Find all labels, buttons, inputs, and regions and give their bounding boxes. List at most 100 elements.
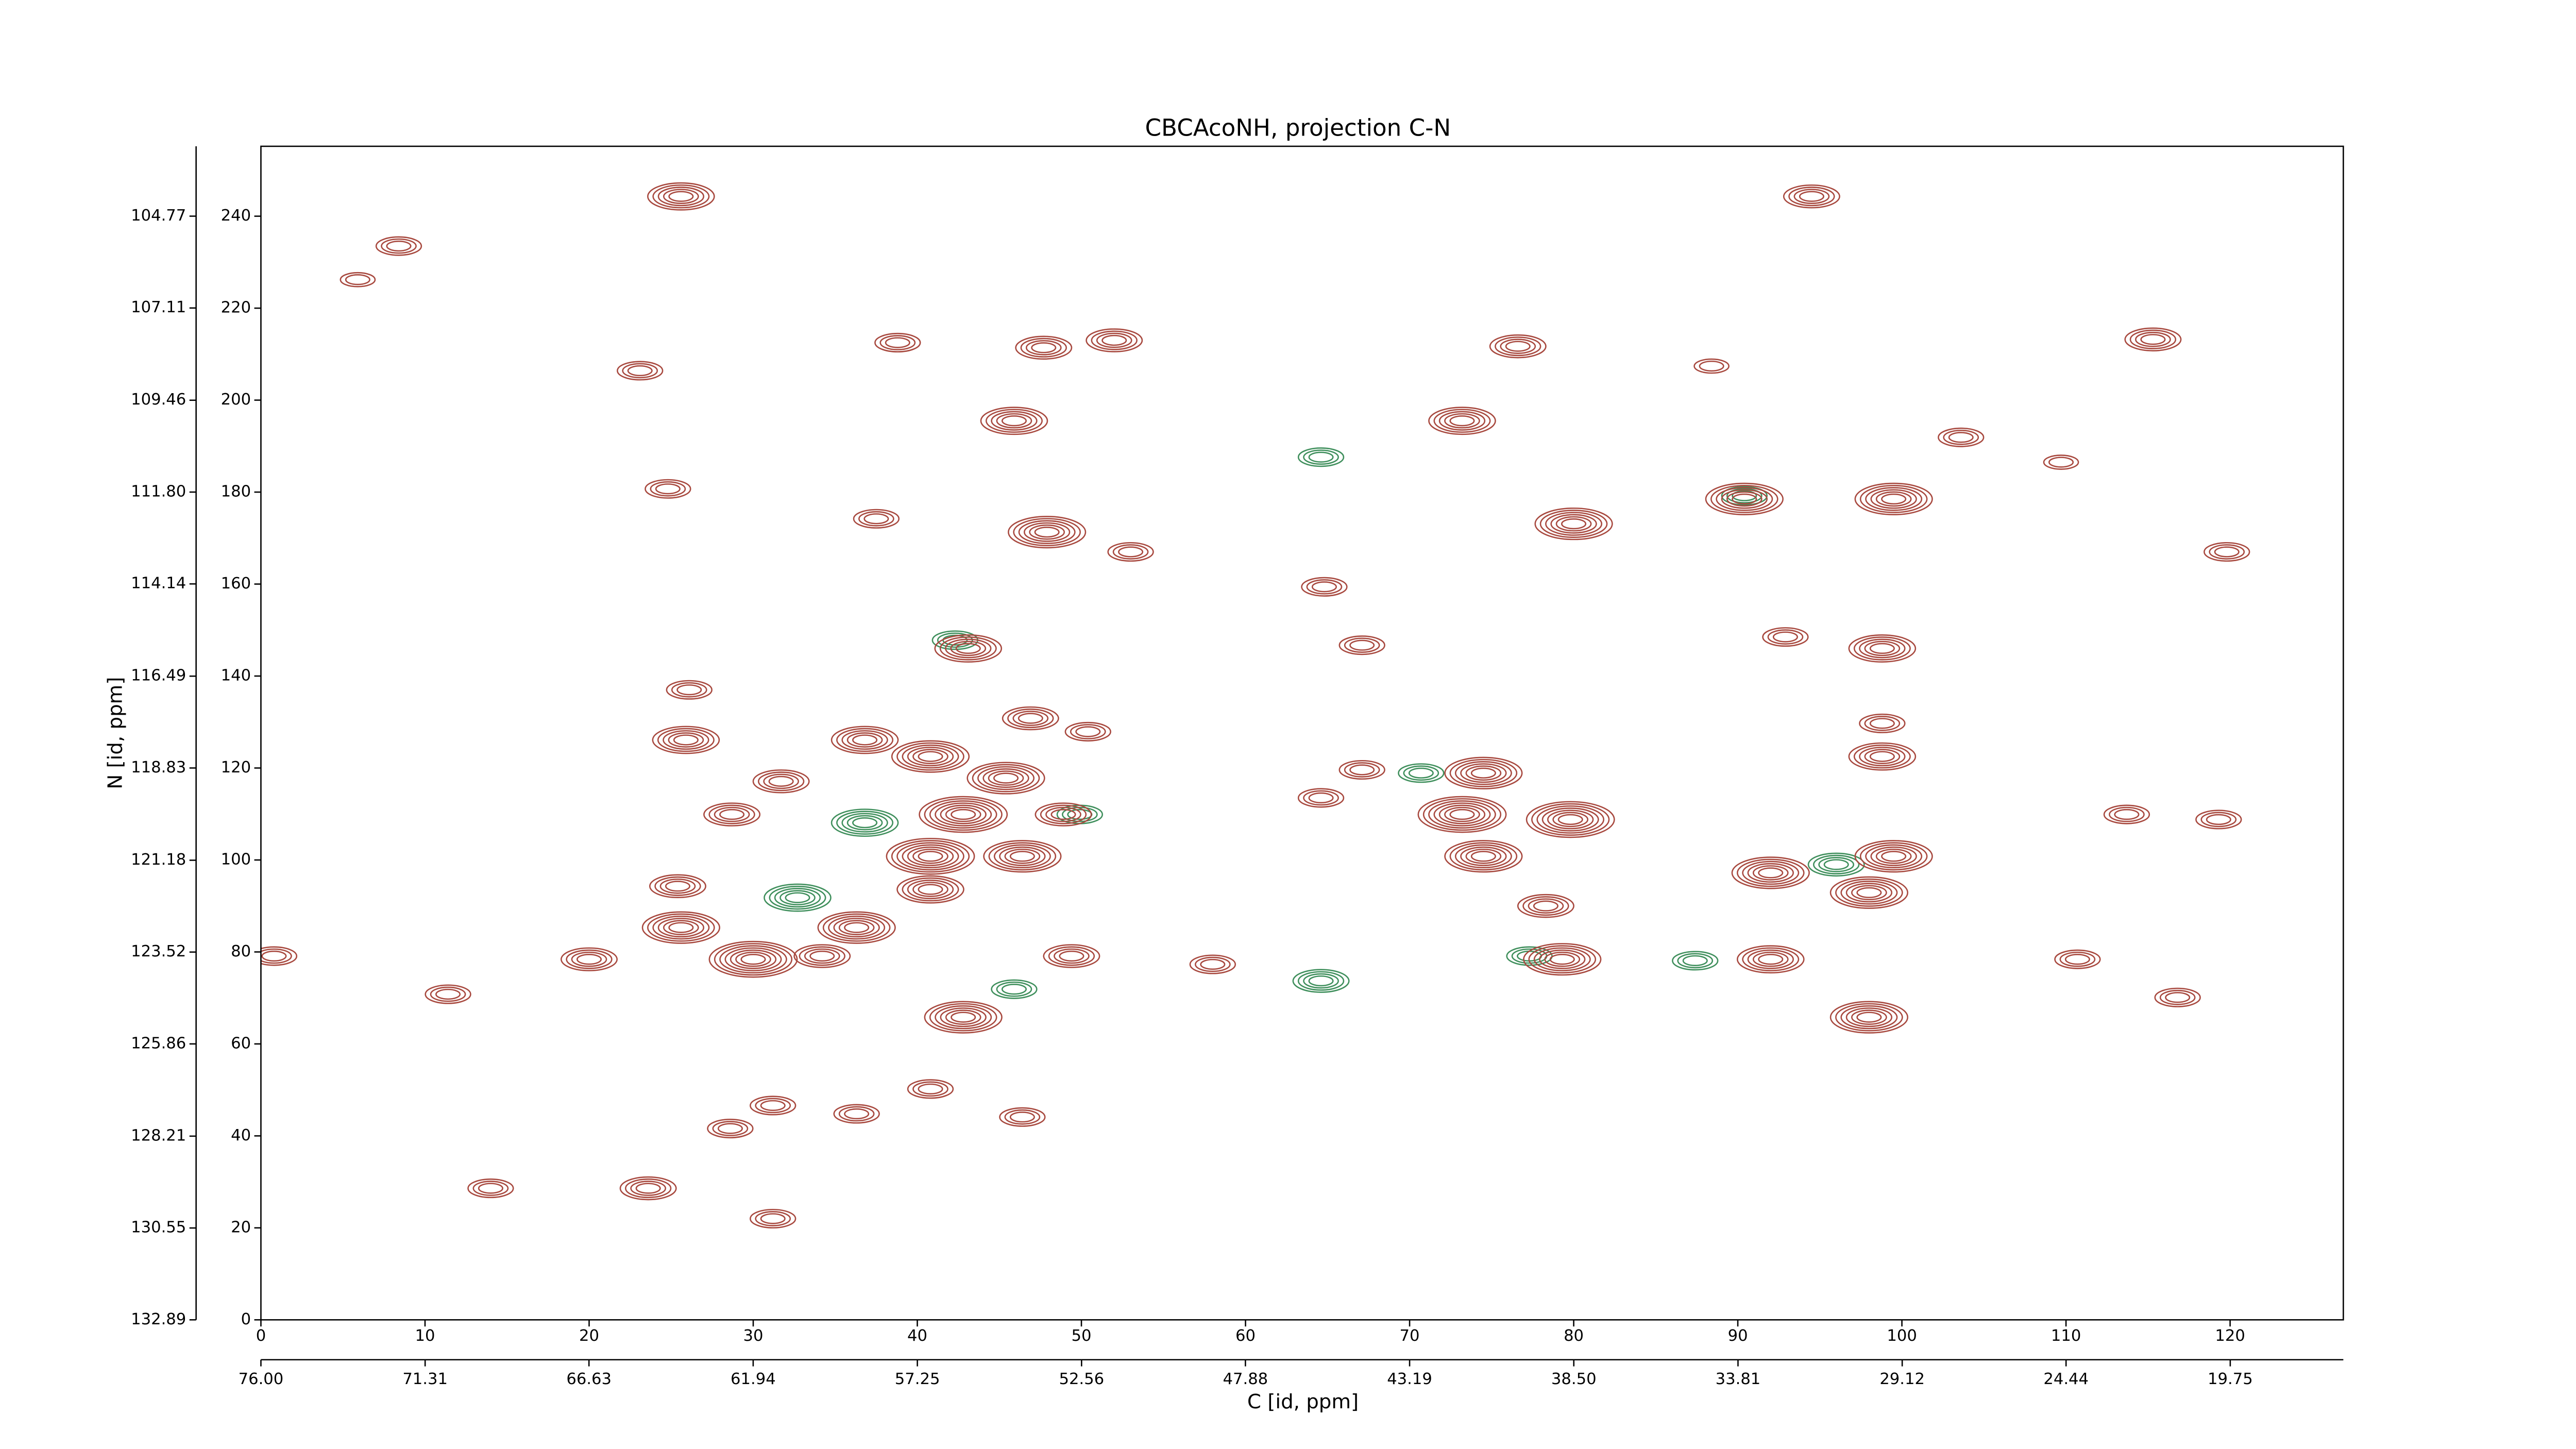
contour-ring — [1875, 491, 1912, 507]
contour-ring — [1533, 900, 1558, 912]
contour-ring — [1561, 518, 1587, 530]
contour-ring — [1731, 856, 1810, 889]
contour-ring — [671, 682, 707, 698]
contour-ring — [1428, 800, 1496, 829]
contour-ring — [1189, 954, 1236, 974]
contour-ring — [1943, 429, 1979, 445]
x-tick-label: 10 — [415, 1327, 435, 1345]
contour-ring — [885, 337, 910, 348]
contour-ring — [730, 949, 777, 969]
contour-ring — [1043, 944, 1100, 968]
x2-tick-label: 38.50 — [1551, 1370, 1597, 1388]
contour-ring — [1875, 848, 1912, 864]
contour-ring — [1854, 482, 1933, 515]
contour-ring — [1547, 810, 1594, 830]
contour-ring — [1853, 636, 1911, 661]
contour-ring — [1716, 487, 1773, 511]
contour-ring — [993, 772, 1019, 784]
contour-ring — [912, 848, 948, 864]
contour-ring — [1552, 812, 1589, 828]
contour-ring — [2200, 812, 2237, 828]
contour-ring — [844, 1108, 870, 1120]
contour-ring — [717, 1123, 743, 1134]
contour-ring — [425, 984, 471, 1004]
contour-ring — [1531, 803, 1610, 836]
contour-ring — [907, 1079, 954, 1099]
contour-ring — [668, 922, 694, 933]
contour-ring — [891, 740, 970, 773]
contour-ring — [980, 407, 1048, 435]
contour-ring — [1444, 413, 1480, 429]
contour-ring — [2154, 987, 2201, 1007]
contour-ring — [1308, 975, 1334, 987]
contour-ring — [1009, 1111, 1035, 1123]
contour-ring — [1035, 802, 1092, 827]
y-tick-label: 40 — [231, 1126, 251, 1144]
contour-ring — [1297, 788, 1345, 808]
y2-tick-label: 125.86 — [131, 1034, 186, 1052]
contour-ring — [1948, 432, 1974, 443]
contour-ring — [1018, 713, 1043, 724]
contour-ring — [1732, 493, 1757, 505]
contour-ring — [750, 1208, 796, 1229]
contour-ring — [785, 892, 810, 903]
contour-ring — [1550, 514, 1597, 534]
contour-ring — [719, 808, 745, 820]
contour-ring — [1869, 643, 1895, 654]
contour-ring — [1854, 840, 1933, 873]
x-axis-label: C [id, ppm] — [1247, 1390, 1359, 1413]
contour-ring — [1528, 945, 1597, 974]
contour-ring — [668, 732, 704, 748]
contour-ring — [833, 918, 880, 938]
contour-ring — [1758, 954, 1784, 965]
contour-ring — [1807, 852, 1865, 877]
contour-ring — [1793, 189, 1830, 205]
contour-ring — [1444, 756, 1523, 789]
contour-ring — [1726, 491, 1762, 507]
contour-ring — [779, 890, 816, 905]
contour-ring — [386, 240, 412, 252]
contour-ring — [991, 411, 1038, 431]
contour-ring — [1009, 851, 1035, 862]
contour-ring — [955, 643, 981, 654]
contour-ring — [1851, 885, 1887, 901]
contour-ring — [1007, 709, 1054, 729]
contour-ring — [1091, 330, 1138, 350]
contour-ring — [760, 1213, 786, 1224]
contour-ring — [983, 840, 1062, 873]
contour-ring — [828, 915, 886, 940]
contour-ring — [924, 1001, 1003, 1034]
y-tick-label: 240 — [221, 207, 251, 225]
contour-ring — [1403, 765, 1439, 781]
contour-ring — [1859, 638, 1906, 659]
contour-ring — [1848, 634, 1917, 663]
y2-tick-label: 111.80 — [131, 482, 186, 500]
contour-ring — [1449, 415, 1475, 427]
contour-ring — [1856, 887, 1882, 898]
contour-ring — [707, 1119, 754, 1139]
contour-ring — [1522, 896, 1569, 916]
contour-ring — [1859, 747, 1906, 767]
contour-ring — [1433, 802, 1491, 827]
y2-tick-label: 109.46 — [131, 391, 186, 409]
contour-ring — [988, 842, 1057, 871]
contour-ring — [1454, 761, 1512, 785]
contour-ring — [988, 770, 1024, 786]
x2-tick-label: 61.94 — [731, 1370, 776, 1388]
contour-ring — [841, 813, 888, 833]
contour-ring — [630, 1181, 666, 1196]
contour-ring — [724, 947, 782, 971]
y-tick-label: 80 — [231, 942, 251, 961]
contour-ring — [945, 638, 992, 659]
contour-ring — [924, 798, 1003, 831]
contour-ring — [1829, 1001, 1909, 1034]
contour-ring — [993, 844, 1051, 869]
contour-ring — [1500, 339, 1536, 354]
contour-ring — [863, 513, 889, 525]
contour-ring — [918, 884, 943, 895]
contour-ring — [1881, 851, 1907, 862]
contour-ring — [935, 802, 992, 827]
contour-ring — [1338, 760, 1385, 780]
contour-ring — [1465, 765, 1502, 781]
contour-ring — [822, 913, 891, 942]
